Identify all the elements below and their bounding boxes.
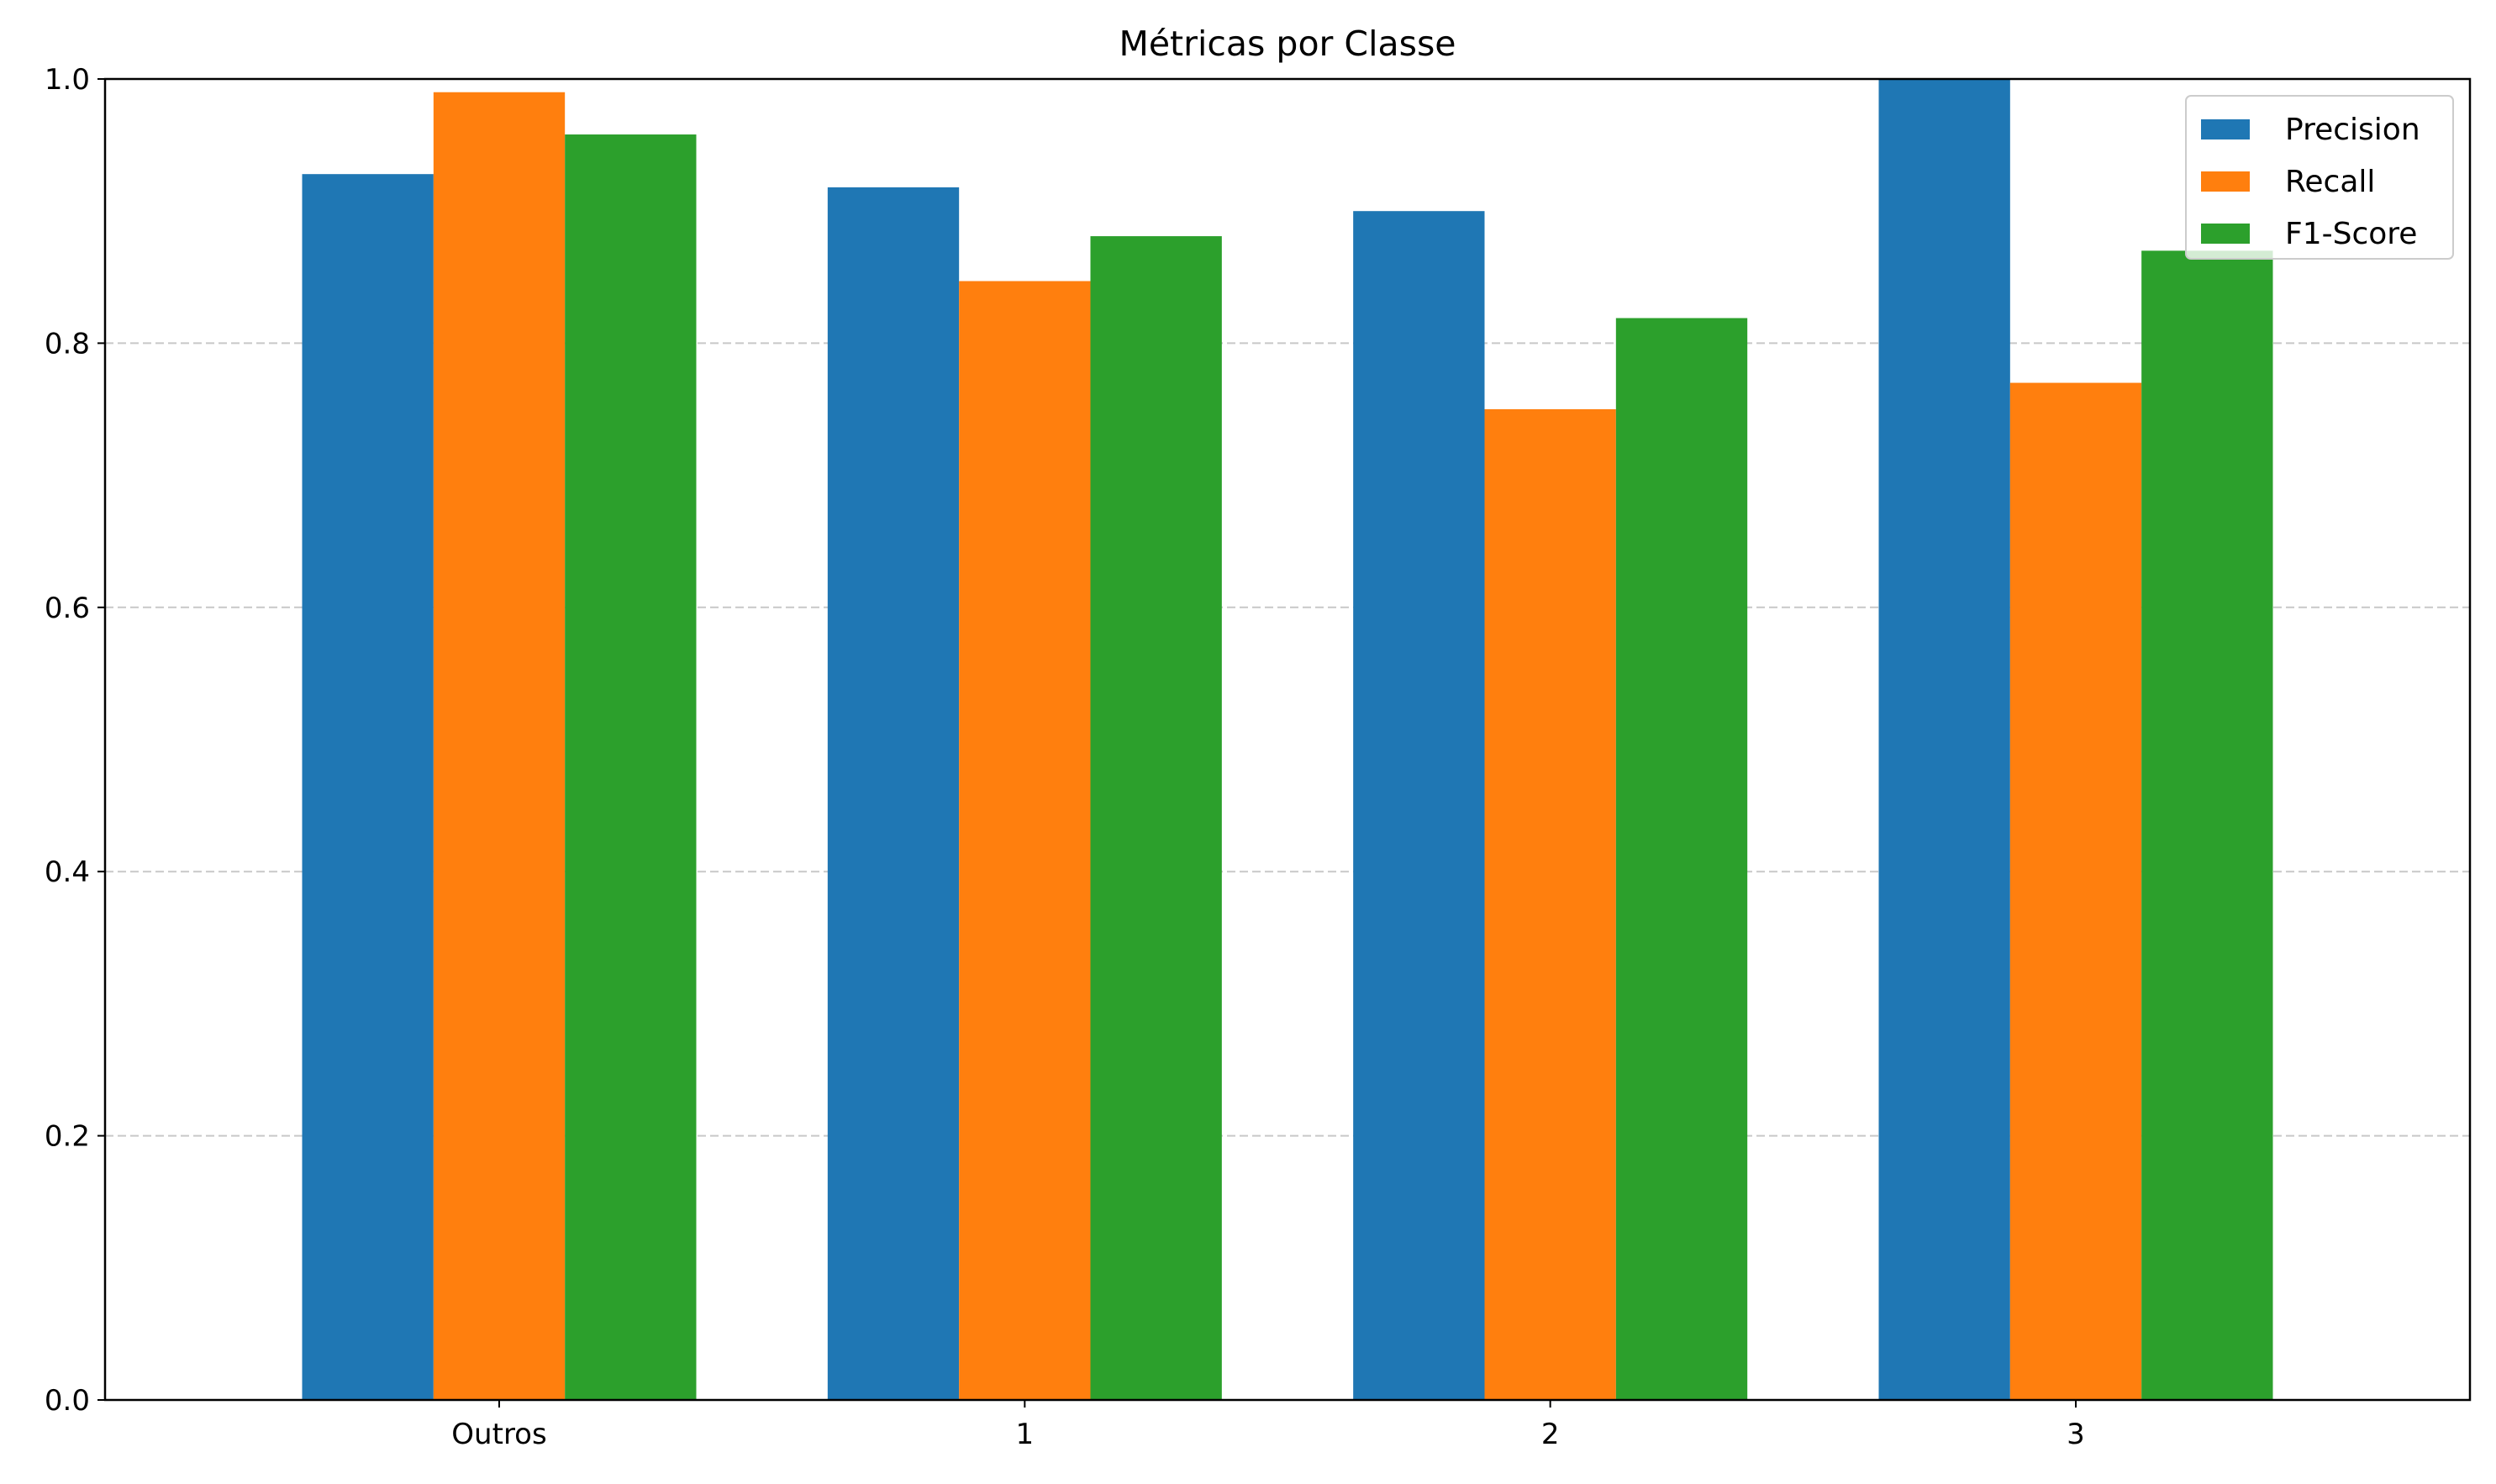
plot-frame [103,77,2472,1402]
bar-f1-score-3 [2141,250,2273,1400]
legend: Precision Recall F1-Score [2185,95,2454,260]
bar-precision-1 [827,187,960,1400]
legend-box [2185,95,2454,260]
y-tick-label: 0.6 [45,592,90,625]
bar-recall-1 [959,281,1091,1400]
legend-swatch [2201,224,2250,244]
bar-precision-3 [1878,79,2010,1400]
bar-recall-0 [433,92,566,1401]
y-axis: 0.0 0.2 0.4 0.6 0.8 1.0 [45,63,105,1418]
y-tick-label: 0.0 [45,1384,90,1418]
legend-swatch [2201,171,2250,192]
bar-precision-2 [1353,211,1485,1401]
bar-precision-0 [302,174,434,1401]
bar-recall-2 [1484,409,1616,1400]
y-tick-label: 1.0 [45,63,90,97]
bars-group [302,79,2273,1401]
x-tick-label: 3 [2067,1418,2085,1451]
x-tick-label: Outros [451,1418,546,1451]
legend-label: Recall [2285,165,2375,199]
bar-f1-score-0 [565,134,697,1400]
bar-f1-score-1 [1090,236,1222,1400]
chart-title: Métricas por Classe [1119,24,1456,64]
x-axis: Outros 1 2 3 [451,1400,2085,1451]
y-tick-label: 0.4 [45,855,90,889]
legend-label: F1-Score [2285,217,2417,251]
bar-recall-3 [2009,382,2142,1400]
y-tick-label: 0.2 [45,1120,90,1154]
y-tick-label: 0.8 [45,327,90,360]
legend-swatch [2201,119,2250,139]
bar-f1-score-2 [1615,318,1748,1401]
legend-label: Precision [2285,113,2420,147]
x-tick-label: 2 [1541,1418,1560,1451]
x-tick-label: 1 [1016,1418,1035,1451]
